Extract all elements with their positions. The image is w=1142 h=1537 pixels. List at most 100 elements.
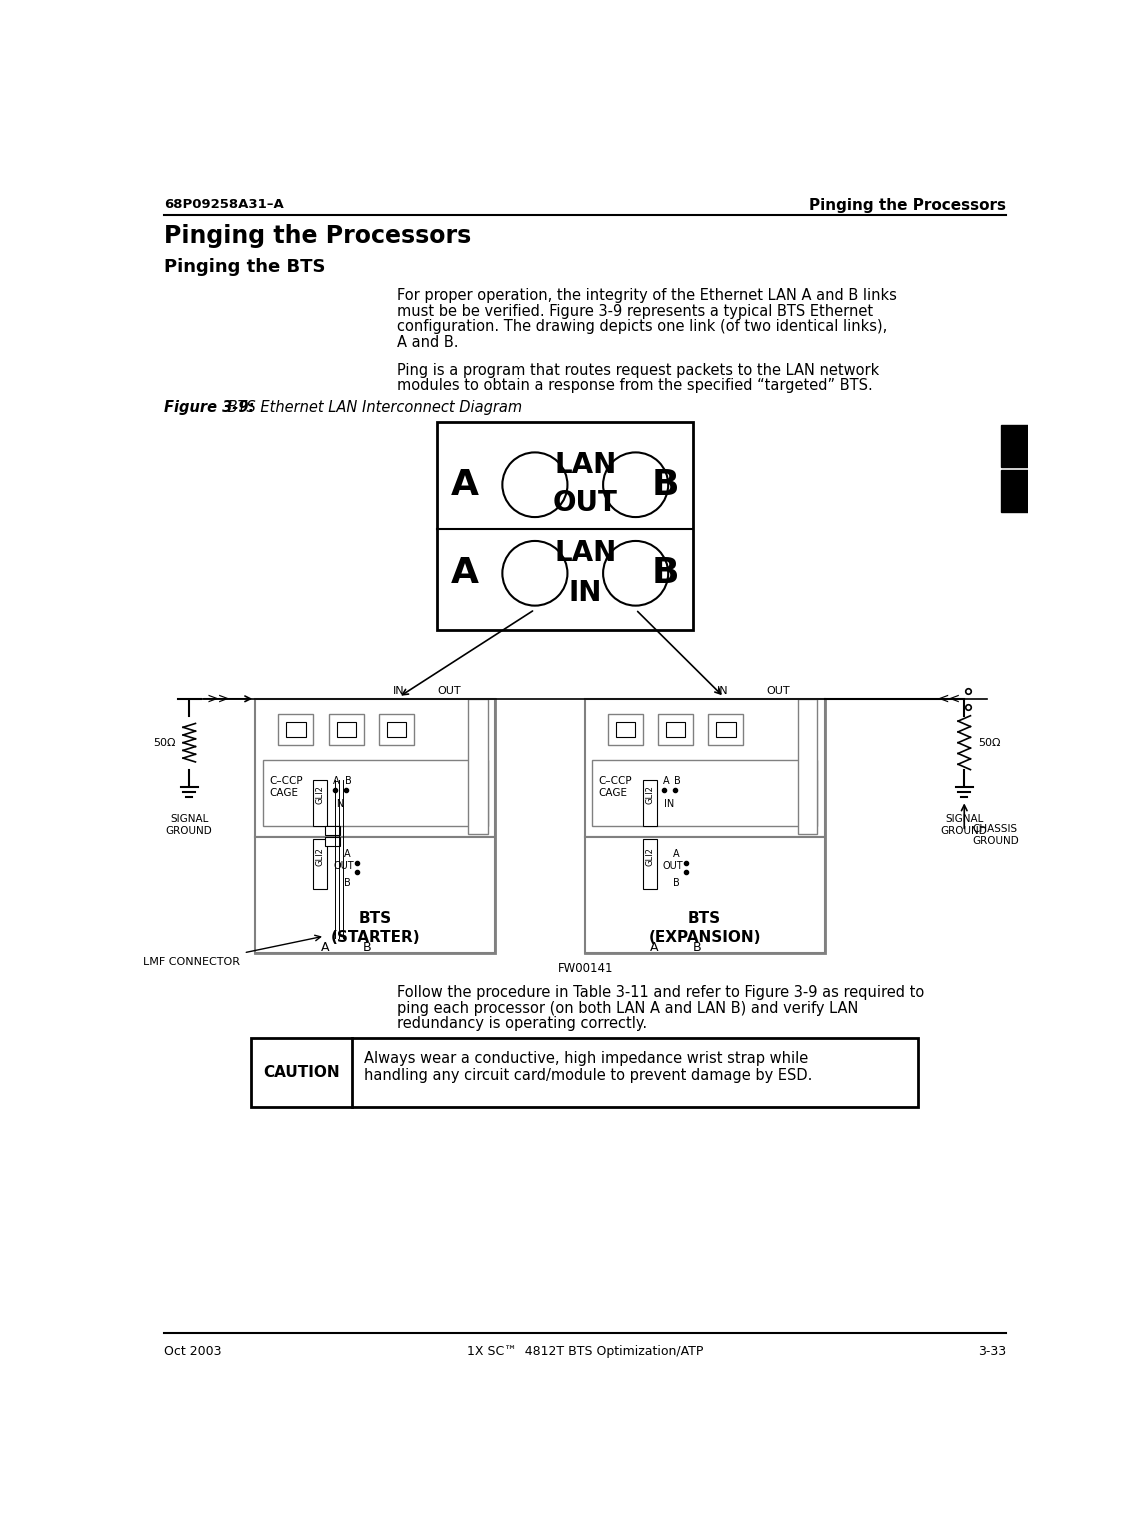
Circle shape	[603, 541, 668, 606]
Text: configuration. The drawing depicts one link (of two identical links),: configuration. The drawing depicts one l…	[397, 320, 887, 334]
Text: B: B	[363, 941, 372, 954]
Text: LMF CONNECTOR: LMF CONNECTOR	[143, 956, 240, 967]
Bar	[387, 722, 407, 738]
Text: Ping is a program that routes request packets to the LAN network: Ping is a program that routes request pa…	[397, 363, 879, 378]
Text: 50Ω: 50Ω	[153, 738, 176, 747]
Text: >>: >>	[207, 692, 230, 705]
Text: B: B	[344, 878, 351, 888]
Bar	[716, 722, 735, 738]
Text: handling any circuit card/module to prevent damage by ESD.: handling any circuit card/module to prev…	[363, 1068, 812, 1084]
Text: IN: IN	[717, 687, 729, 696]
Bar	[468, 699, 488, 833]
Bar	[379, 715, 415, 745]
Text: B: B	[675, 776, 681, 785]
Bar	[313, 779, 328, 825]
Text: A and B.: A and B.	[397, 335, 458, 349]
Text: LAN: LAN	[554, 450, 617, 478]
Text: BTS Ethernet LAN Interconnect Diagram: BTS Ethernet LAN Interconnect Diagram	[223, 400, 522, 415]
Text: C–CCP
CAGE: C–CCP CAGE	[270, 776, 303, 798]
Text: Figure 3-9:: Figure 3-9:	[164, 400, 255, 415]
Text: Pinging the Processors: Pinging the Processors	[164, 224, 472, 249]
Text: A: A	[321, 941, 329, 954]
Text: Pinging the BTS: Pinging the BTS	[164, 258, 325, 277]
Bar	[643, 839, 657, 890]
Bar	[593, 761, 817, 825]
Bar	[1000, 470, 1028, 512]
Bar	[437, 421, 693, 630]
Text: Pinging the Processors: Pinging the Processors	[809, 198, 1006, 214]
Bar	[313, 839, 328, 890]
Text: B: B	[674, 878, 681, 888]
Text: IN: IN	[335, 799, 345, 808]
Text: ping each processor (on both LAN A and LAN B) and verify LAN: ping each processor (on both LAN A and L…	[397, 1001, 859, 1016]
Text: IN: IN	[393, 687, 404, 696]
Text: redundancy is operating correctly.: redundancy is operating correctly.	[397, 1016, 648, 1031]
Text: OUT: OUT	[437, 687, 460, 696]
Bar	[287, 722, 306, 738]
Bar	[708, 715, 743, 745]
Bar	[255, 699, 496, 838]
Bar	[585, 838, 825, 953]
Text: CAUTION: CAUTION	[264, 1065, 340, 1081]
Text: OUT: OUT	[553, 489, 618, 516]
Text: B: B	[692, 941, 701, 954]
Text: C–CCP
CAGE: C–CCP CAGE	[598, 776, 632, 798]
Text: A: A	[650, 941, 659, 954]
Text: A: A	[451, 467, 480, 501]
Text: A: A	[333, 776, 340, 785]
Bar	[616, 722, 635, 738]
Text: 1X SC™  4812T BTS Optimization/ATP: 1X SC™ 4812T BTS Optimization/ATP	[467, 1345, 703, 1357]
Text: BTS
(EXPANSION): BTS (EXPANSION)	[649, 910, 761, 945]
Text: A: A	[662, 776, 669, 785]
Text: A: A	[451, 556, 480, 590]
Bar	[251, 1037, 918, 1107]
Text: IN: IN	[569, 579, 602, 607]
Text: CHASSIS
GROUND: CHASSIS GROUND	[972, 824, 1019, 845]
Text: B: B	[345, 776, 352, 785]
Bar	[585, 699, 825, 838]
Text: modules to obtain a response from the specified “targeted” BTS.: modules to obtain a response from the sp…	[397, 378, 872, 393]
Text: GLI2: GLI2	[315, 847, 324, 865]
Circle shape	[502, 452, 568, 516]
Text: SIGNAL
GROUND: SIGNAL GROUND	[166, 813, 212, 836]
Text: 3: 3	[1007, 449, 1021, 469]
Text: GLI2: GLI2	[645, 785, 654, 804]
Text: GLI2: GLI2	[315, 785, 324, 804]
Text: FW00141: FW00141	[557, 962, 613, 974]
Text: must be be verified. Figure 3-9 represents a typical BTS Ethernet: must be be verified. Figure 3-9 represen…	[397, 304, 874, 318]
Text: 68P09258A31–A: 68P09258A31–A	[164, 198, 284, 211]
Text: B: B	[652, 467, 679, 501]
Bar	[255, 699, 496, 953]
Bar	[329, 715, 363, 745]
Bar	[608, 715, 643, 745]
Bar	[263, 761, 488, 825]
Text: 3-33: 3-33	[978, 1345, 1006, 1357]
Text: <<: <<	[938, 692, 960, 705]
Bar	[1000, 424, 1028, 467]
Bar	[255, 838, 496, 953]
Text: OUT: OUT	[662, 861, 683, 871]
Text: OUT: OUT	[333, 861, 354, 871]
Text: For proper operation, the integrity of the Ethernet LAN A and B links: For proper operation, the integrity of t…	[397, 289, 896, 303]
Bar	[585, 699, 825, 953]
Text: A: A	[674, 848, 679, 859]
Text: Oct 2003: Oct 2003	[164, 1345, 222, 1357]
Circle shape	[502, 541, 568, 606]
Bar	[643, 779, 657, 825]
Bar	[279, 715, 313, 745]
Bar	[666, 722, 685, 738]
Text: BTS
(STARTER): BTS (STARTER)	[330, 910, 420, 945]
Text: Always wear a conductive, high impedance wrist strap while: Always wear a conductive, high impedance…	[363, 1051, 807, 1067]
Text: B: B	[652, 556, 679, 590]
Text: Follow the procedure in Table 3-11 and refer to Figure 3-9 as required to: Follow the procedure in Table 3-11 and r…	[397, 985, 924, 1001]
Text: OUT: OUT	[766, 687, 790, 696]
Circle shape	[603, 452, 668, 516]
Bar	[324, 836, 340, 845]
Text: LAN: LAN	[554, 539, 617, 567]
Bar	[324, 825, 340, 835]
Text: IN: IN	[664, 799, 674, 808]
Text: A: A	[344, 848, 351, 859]
Bar	[797, 699, 817, 833]
Bar	[658, 715, 693, 745]
Bar	[337, 722, 356, 738]
